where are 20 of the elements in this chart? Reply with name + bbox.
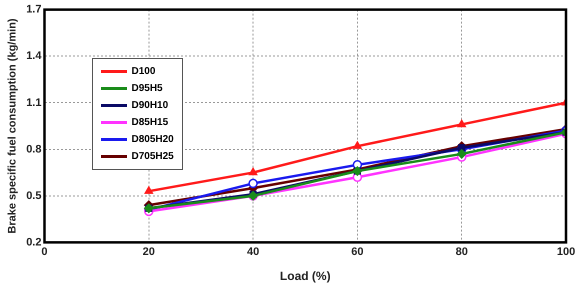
legend-label: D705H25 bbox=[131, 150, 174, 162]
y-tick-label: 1.4 bbox=[26, 50, 42, 62]
x-tick-label: 80 bbox=[456, 246, 468, 258]
legend-label: D90H10 bbox=[131, 100, 168, 111]
x-tick-label: 0 bbox=[41, 246, 48, 258]
y-axis-title: Brake specific fuel consumption (kg/min) bbox=[6, 18, 19, 234]
x-tick-label: 20 bbox=[142, 246, 155, 258]
x-tick-label: 40 bbox=[246, 246, 260, 258]
y-tick-label: 0.5 bbox=[26, 190, 42, 202]
y-tick-label: 0.8 bbox=[26, 143, 42, 156]
x-axis-title: Load (%) bbox=[280, 269, 331, 284]
legend-label: D85H15 bbox=[131, 116, 168, 128]
y-tick-label: 1.7 bbox=[26, 4, 42, 16]
y-tick-label: 0.2 bbox=[26, 236, 42, 248]
legend-label: D805H20 bbox=[131, 134, 174, 145]
x-tick-label: 60 bbox=[351, 246, 364, 258]
legend-label: D100 bbox=[131, 66, 156, 77]
y-tick-label: 1.1 bbox=[26, 96, 42, 109]
x-tick-label: 100 bbox=[556, 246, 576, 258]
legend-label: D95H5 bbox=[131, 82, 163, 94]
